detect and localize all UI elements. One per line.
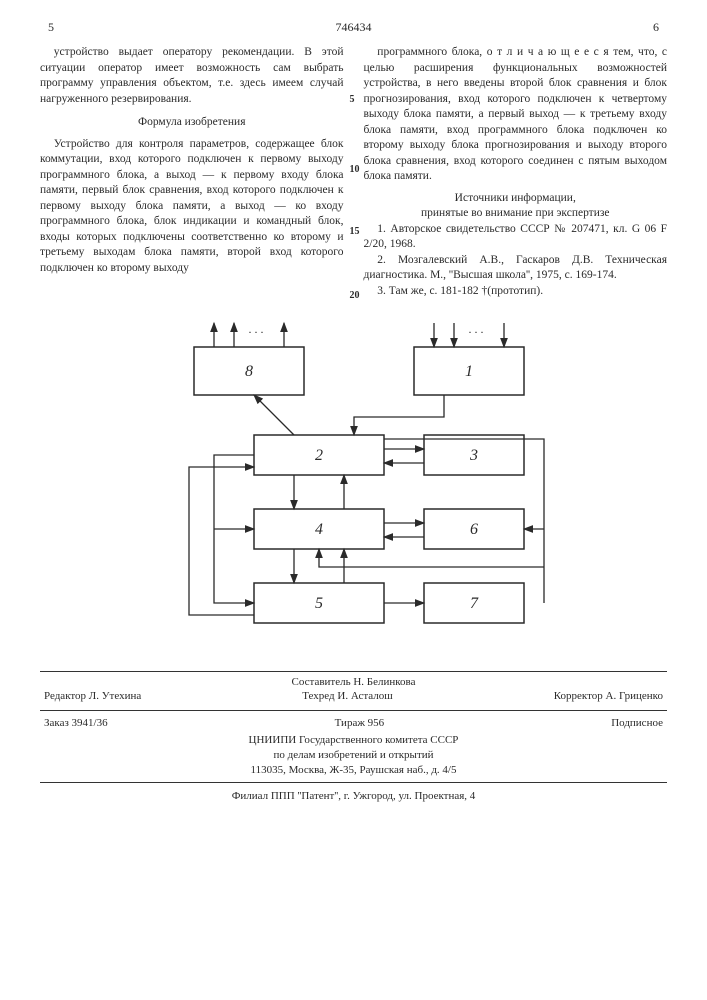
svg-text:. . .: . . . [468,322,483,336]
pub-org: ЦНИИПИ Государственного комитета СССР по… [40,733,667,778]
left-p1: устройство выдает оператору рекомендации… [40,45,344,107]
techred: Техред И. Асталош [302,690,393,702]
svg-text:. . .: . . . [248,322,263,336]
line-marker: 20 [350,289,360,303]
editor: Редактор Л. Утехина [44,690,141,702]
rule [40,671,667,672]
right-p1: программного блока, о т л и ч а ю щ е е … [364,45,668,185]
block-diagram: 1 8 2 3 4 6 5 7 . . . . . . [134,317,574,657]
org-addr: 113035, Москва, Ж-35, Раушская наб., д. … [40,763,667,778]
pub-row: Заказ 3941/36 Тираж 956 Подписное [40,715,667,731]
svg-text:6: 6 [470,521,478,538]
left-column: устройство выдает оператору рекомендации… [40,45,344,299]
line-marker: 15 [350,225,360,239]
svg-text:7: 7 [470,595,479,612]
svg-text:2: 2 [315,447,323,464]
right-column: 5 10 15 20 программного блока, о т л и ч… [364,45,668,299]
right-p1-spaced: о т л и ч а ю щ е е с я [487,46,609,58]
source-2: 2. Мозгалевский А.В., Гаскаров Д.В. Техн… [364,253,668,284]
credits-block: Составитель Н. Белинкова Редактор Л. Уте… [40,671,667,802]
right-p1a: программного блока, [377,46,486,58]
page-number-left: 5 [48,20,54,35]
svg-text:1: 1 [465,363,473,380]
sources-heading: Источники информации, принятые во вниман… [364,191,668,222]
org1: ЦНИИПИ Государственного комитета СССР [40,733,667,748]
line-marker: 5 [350,93,355,107]
svg-text:8: 8 [245,363,253,380]
line-marker: 10 [350,163,360,177]
page-number-right: 6 [653,20,659,35]
corrector: Корректор А. Гриценко [554,690,663,702]
formula-heading: Формула изобретения [40,115,344,131]
svg-text:5: 5 [315,595,323,612]
source-3: 3. Там же, с. 181-182 †(прототип). [364,284,668,300]
document-number: 746434 [336,20,372,35]
order: Заказ 3941/36 [44,717,108,729]
compiler: Составитель Н. Белинкова [40,676,667,688]
page-header: 5 746434 6 [40,20,667,35]
sub: Подписное [611,717,663,729]
source-1: 1. Авторское свидетельство СССР № 207471… [364,222,668,253]
left-p2: Устройство для контроля параметров, соде… [40,137,344,277]
text-columns: устройство выдает оператору рекомендации… [40,45,667,299]
rule [40,782,667,783]
tirazh: Тираж 956 [335,717,385,729]
org2: по делам изобретений и открытий [40,748,667,763]
footer: Филиал ППП ''Патент'', г. Ужгород, ул. П… [40,787,667,802]
rule [40,710,667,711]
svg-text:4: 4 [315,521,323,538]
svg-text:3: 3 [469,447,478,464]
right-p1b: тем, что, с целью расширения функциональ… [364,46,668,182]
page: 5 746434 6 устройство выдает оператору р… [0,0,707,822]
diagram-container: 1 8 2 3 4 6 5 7 . . . . . . [40,317,667,657]
